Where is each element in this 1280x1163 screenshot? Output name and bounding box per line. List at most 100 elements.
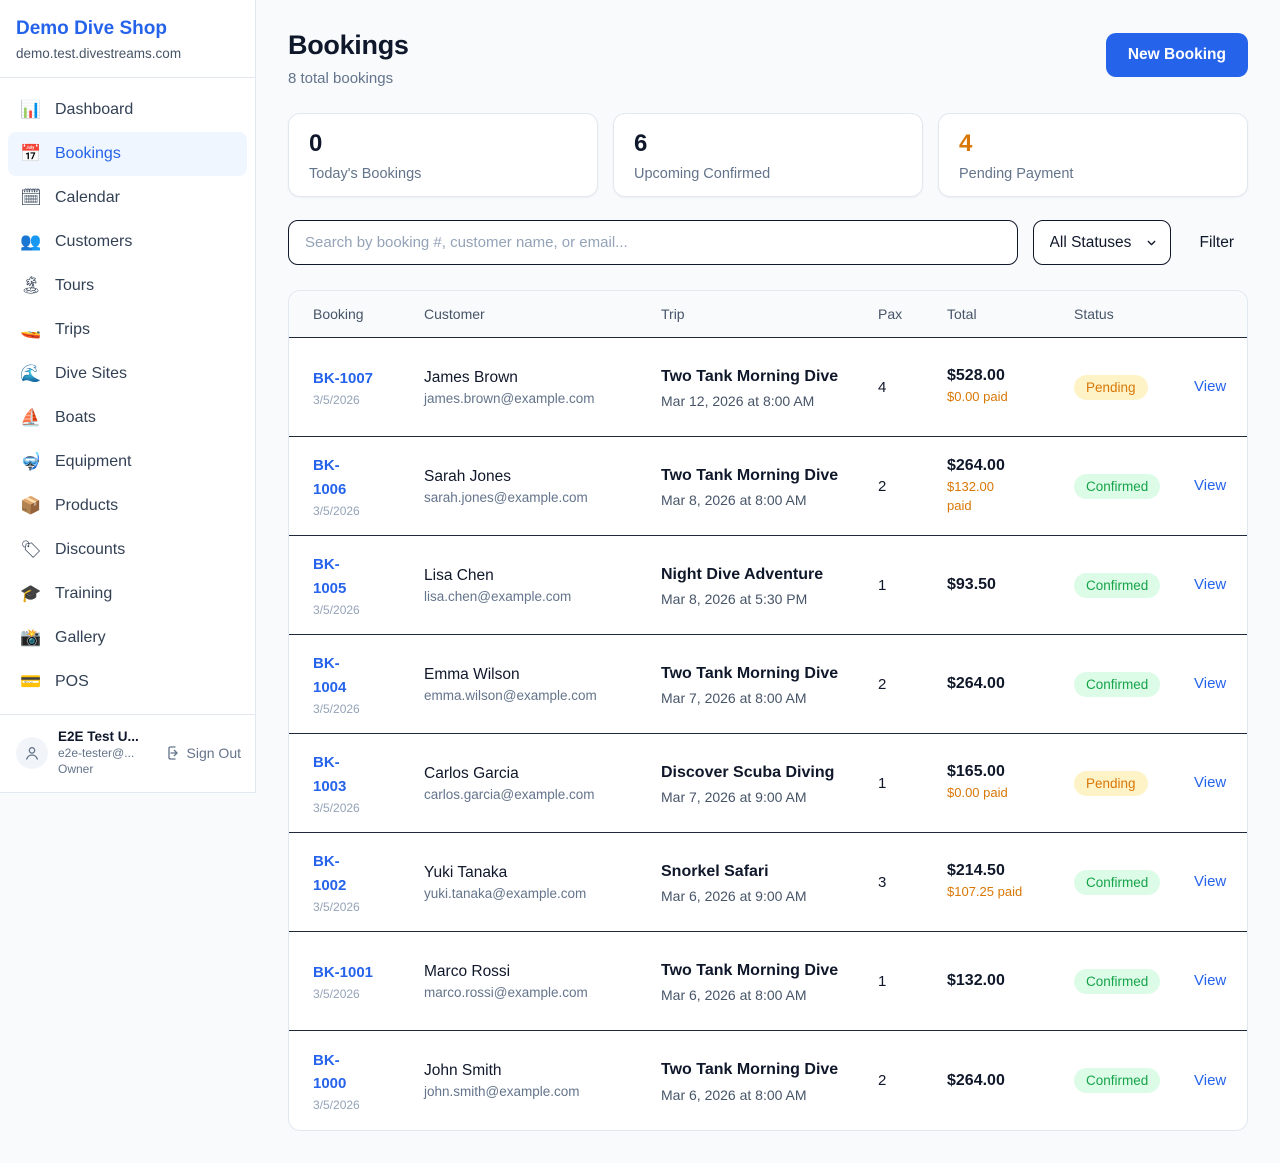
- new-booking-button[interactable]: New Booking: [1105, 33, 1248, 77]
- view-link[interactable]: View: [1194, 1071, 1227, 1089]
- pax-cell: 1: [878, 576, 887, 594]
- sign-out-button[interactable]: Sign Out: [165, 745, 241, 761]
- sidebar-item-label: Gallery: [55, 629, 106, 646]
- pax-cell: 1: [878, 972, 887, 990]
- customer-cell: Lisa Chen lisa.chen@example.com: [424, 567, 661, 604]
- brand-block: Demo Dive Shop demo.test.divestreams.com: [0, 0, 255, 78]
- sidebar-nav: 📊 Dashboard 📅 Bookings 🗓 Calendar 👥 Customers 🏝 T…: [0, 78, 255, 714]
- user-meta: E2E Test U... e2e-tester@... Owner: [58, 729, 155, 776]
- user-name: E2E Test U...: [58, 729, 139, 744]
- trip-name: Snorkel Safari: [661, 862, 769, 880]
- booking-date: 3/5/2026: [313, 800, 360, 815]
- sidebar-item-boats[interactable]: ⛵ Boats: [8, 396, 247, 440]
- status-select[interactable]: All Statuses: [1032, 220, 1171, 265]
- stat-label: Pending Payment: [959, 166, 1074, 182]
- customer-email: sarah.jones@example.com: [424, 489, 588, 505]
- credit-card-icon: 💳: [20, 672, 42, 691]
- status-cell: Confirmed: [1074, 1068, 1194, 1093]
- booking-link[interactable]: BK-1001: [313, 963, 374, 981]
- sidebar-item-tours[interactable]: 🏝 Tours: [8, 264, 247, 308]
- sidebar-item-discounts[interactable]: 🏷 Discounts: [8, 528, 247, 572]
- camera-icon: 📸: [20, 628, 42, 647]
- action-cell: View: [1194, 378, 1227, 396]
- booking-date: 3/5/2026: [313, 1098, 360, 1113]
- sidebar-item-pos[interactable]: 💳 POS: [8, 660, 247, 704]
- sidebar-item-training[interactable]: 🎓 Training: [8, 572, 247, 616]
- stat-value: 4: [959, 130, 973, 157]
- bookings-table: Booking Customer Trip Pax Total Status BK-100…: [288, 290, 1248, 1131]
- pax-cell: 2: [878, 477, 887, 495]
- page-header-text: Bookings 8 total bookings: [288, 30, 409, 87]
- view-link[interactable]: View: [1194, 873, 1227, 890]
- booking-cell: BK-1001 3/5/2026: [313, 961, 424, 1001]
- booking-link[interactable]: BK- 1004: [313, 655, 347, 696]
- view-link[interactable]: View: [1194, 576, 1227, 593]
- booking-link[interactable]: BK- 1003: [313, 754, 347, 795]
- sidebar-item-dive-sites[interactable]: 🌊 Dive Sites: [8, 352, 247, 396]
- customer-cell: John Smith john.smith@example.com: [424, 1062, 661, 1099]
- sidebar-item-gallery[interactable]: 📸 Gallery: [8, 616, 247, 660]
- status-badge: Confirmed: [1074, 1068, 1161, 1093]
- status-select-wrap: All Statuses: [1032, 220, 1171, 265]
- table-row: BK- 1000 3/5/2026 John Smith john.smith@exa…: [289, 1031, 1247, 1130]
- sidebar-item-customers[interactable]: 👥 Customers: [8, 220, 247, 264]
- view-link[interactable]: View: [1194, 972, 1227, 989]
- view-link[interactable]: View: [1194, 378, 1227, 395]
- total-cell: $214.50 $107.25 paid: [947, 862, 1074, 901]
- booking-date: 3/5/2026: [313, 393, 360, 408]
- status-cell: Confirmed: [1074, 572, 1194, 598]
- booking-cell: BK- 1006 3/5/2026: [313, 454, 424, 518]
- sidebar-item-products[interactable]: 📦 Products: [8, 484, 247, 528]
- booking-cell: BK-1007 3/5/2026: [313, 367, 424, 407]
- table-row: BK- 1004 3/5/2026 Emma Wilson emma.wilson@e…: [289, 635, 1247, 734]
- booking-cell: BK- 1004 3/5/2026: [313, 652, 424, 716]
- customer-name: Sarah Jones: [424, 467, 512, 485]
- booking-link[interactable]: BK-1007: [313, 369, 374, 387]
- view-link[interactable]: View: [1194, 675, 1227, 692]
- filter-button[interactable]: Filter: [1186, 234, 1248, 252]
- status-badge: Pending: [1074, 770, 1148, 796]
- booking-cell: BK- 1003 3/5/2026: [313, 751, 424, 815]
- stat-card: 0 Today's Bookings: [288, 113, 598, 197]
- trip-datetime: Mar 7, 2026 at 8:00 AM: [661, 690, 807, 707]
- trip-name: Two Tank Morning Dive: [661, 664, 839, 682]
- status-badge: Confirmed: [1074, 572, 1161, 598]
- paid-amount: $0.00 paid: [947, 785, 1008, 801]
- sidebar-item-label: Training: [55, 585, 113, 602]
- sidebar-item-calendar[interactable]: 🗓 Calendar: [8, 176, 247, 220]
- booking-link[interactable]: BK- 1002: [313, 853, 347, 894]
- booking-cell: BK- 1005 3/5/2026: [313, 553, 424, 617]
- action-cell: View: [1194, 675, 1227, 693]
- status-cell: Confirmed: [1074, 968, 1194, 994]
- total-cell: $93.50: [947, 576, 1074, 594]
- trip-name: Two Tank Morning Dive: [661, 367, 839, 385]
- total-amount: $165.00: [947, 763, 1005, 781]
- booking-link[interactable]: BK- 1006: [313, 457, 347, 498]
- total-cell: $132.00: [947, 972, 1074, 990]
- page-title: Bookings: [288, 30, 409, 60]
- sidebar-item-dashboard[interactable]: 📊 Dashboard: [8, 88, 247, 132]
- brand-name: Demo Dive Shop: [16, 18, 167, 39]
- status-cell: Pending: [1074, 770, 1194, 796]
- booking-cell: BK- 1002 3/5/2026: [313, 850, 424, 914]
- booking-date: 3/5/2026: [313, 899, 360, 914]
- search-input[interactable]: [288, 220, 1018, 265]
- customer-email: john.smith@example.com: [424, 1084, 580, 1099]
- view-link[interactable]: View: [1194, 774, 1227, 791]
- sidebar-item-bookings[interactable]: 📅 Bookings: [8, 132, 247, 176]
- sidebar-item-trips[interactable]: 🚤 Trips: [8, 308, 247, 352]
- customer-name: Carlos Garcia: [424, 764, 519, 782]
- page-header: Bookings 8 total bookings New Booking: [288, 30, 1248, 87]
- sidebar: Demo Dive Shop demo.test.divestreams.com…: [0, 0, 256, 793]
- booking-link[interactable]: BK- 1000: [313, 1051, 347, 1092]
- booking-link[interactable]: BK- 1005: [313, 556, 347, 597]
- user-role: Owner: [58, 762, 94, 776]
- table-row: BK-1007 3/5/2026 James Brown james.brown@ex…: [289, 338, 1247, 437]
- view-link[interactable]: View: [1194, 477, 1227, 494]
- stats-row: 0 Today's Bookings 6 Upcoming Confirmed 4 Pen…: [288, 113, 1248, 197]
- sidebar-item-equipment[interactable]: 🤿 Equipment: [8, 440, 247, 484]
- sidebar-item-label: Calendar: [55, 189, 120, 206]
- total-amount: $132.00: [947, 972, 1005, 989]
- sidebar-item-label: Discounts: [55, 541, 126, 558]
